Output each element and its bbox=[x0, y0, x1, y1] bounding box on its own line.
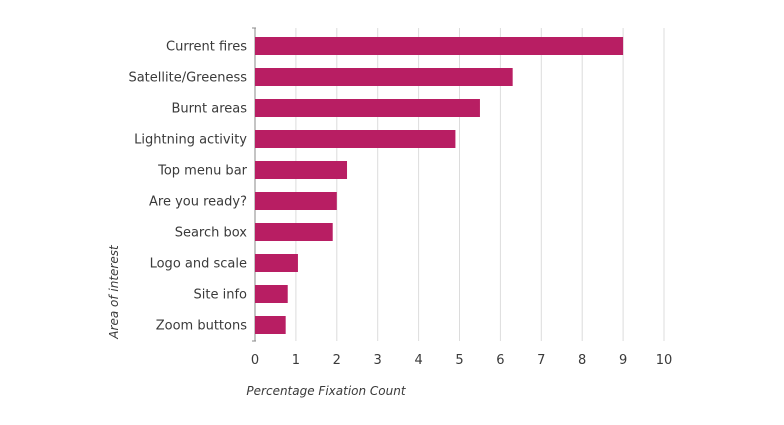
x-tick-label: 0 bbox=[251, 353, 259, 368]
category-label: Burnt areas bbox=[171, 102, 247, 117]
bar bbox=[255, 130, 456, 148]
category-label: Lightning activity bbox=[134, 133, 247, 148]
category-label: Logo and scale bbox=[150, 257, 247, 272]
x-tick-label: 10 bbox=[656, 353, 673, 368]
x-tick-label: 4 bbox=[414, 353, 422, 368]
category-label: Search box bbox=[175, 226, 248, 241]
bar bbox=[255, 99, 480, 117]
x-tick-label: 3 bbox=[374, 353, 382, 368]
x-tick-label: 1 bbox=[292, 353, 300, 368]
x-tick-label: 2 bbox=[333, 353, 341, 368]
category-label: Site info bbox=[194, 288, 248, 303]
bar bbox=[255, 37, 624, 55]
bars bbox=[255, 37, 624, 334]
x-tick-label: 6 bbox=[496, 353, 504, 368]
category-label: Zoom buttons bbox=[156, 319, 247, 334]
bar bbox=[255, 161, 348, 179]
x-tick-label: 8 bbox=[578, 353, 586, 368]
y-axis-title: Area of interest bbox=[107, 244, 121, 340]
x-tick-label: 9 bbox=[619, 353, 627, 368]
category-label: Current fires bbox=[166, 40, 247, 55]
bar bbox=[255, 68, 513, 86]
bar bbox=[255, 223, 333, 241]
category-label: Top menu bar bbox=[157, 164, 248, 179]
category-label: Are you ready? bbox=[149, 195, 247, 210]
x-tick-label: 7 bbox=[537, 353, 545, 368]
bar bbox=[255, 192, 337, 210]
bar bbox=[255, 254, 298, 272]
x-tick-labels: 0 1 2 3 4 5 6 7 8 9 10 bbox=[251, 353, 672, 368]
bar bbox=[255, 285, 288, 303]
category-labels: Current fires Satellite/Greeness Burnt are… bbox=[128, 40, 247, 334]
x-axis-title: Percentage Fixation Count bbox=[246, 384, 406, 398]
category-label: Satellite/Greeness bbox=[128, 71, 247, 86]
x-tick-label: 5 bbox=[455, 353, 463, 368]
bar bbox=[255, 316, 286, 334]
